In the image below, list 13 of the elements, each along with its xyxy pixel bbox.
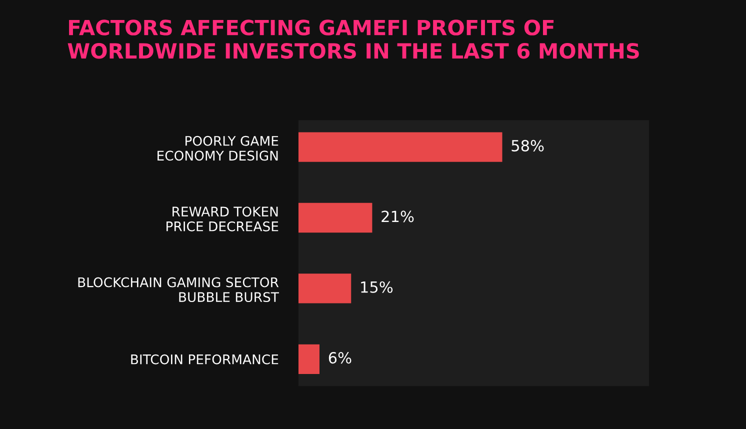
data-label: 15%: [361, 281, 393, 293]
bar: [298, 344, 320, 374]
y-tick-label: POORLY GAME ECONOMY DESIGN: [158, 136, 278, 161]
data-label: 58%: [512, 140, 544, 152]
y-tick-label: BITCOIN PEFORMANCE: [131, 354, 278, 364]
data-label: 21%: [382, 210, 414, 222]
data-label: 6%: [328, 352, 352, 364]
bar: [298, 132, 502, 162]
bar: [298, 202, 372, 233]
y-tick-label: REWARD TOKEN PRICE DECREASE: [166, 206, 278, 232]
y-tick-label: BLOCKCHAIN GAMING SECTOR BUBBLE BURST: [78, 277, 279, 302]
chart-title: FACTORS AFFECTING GAMEFI PROFITS OF WORLDWIDE INVESTORS IN THE LAST 6 MONTHS: [68, 20, 639, 59]
bar: [298, 274, 352, 304]
